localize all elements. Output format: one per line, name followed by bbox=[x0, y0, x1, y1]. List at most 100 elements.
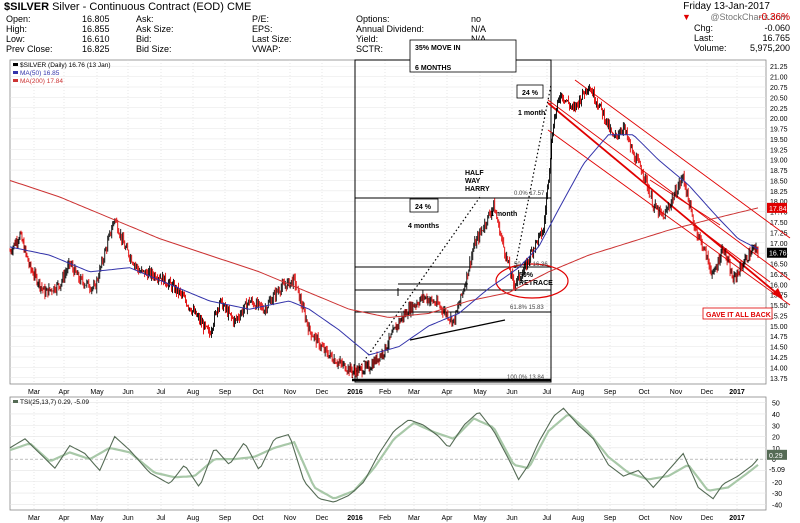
x-tick-label: Oct bbox=[639, 515, 650, 522]
legend-label: TSI(25,13,7) 0.29, -5.09 bbox=[20, 399, 89, 406]
quote-value: 16.855 bbox=[82, 24, 110, 34]
x-tick-label: 2017 bbox=[729, 389, 745, 396]
x-tick-label: Nov bbox=[670, 389, 683, 396]
quote-label: P/E: bbox=[252, 14, 270, 24]
y-tick-label: 30 bbox=[772, 423, 780, 430]
change-pct: -0.36% bbox=[758, 12, 790, 23]
y-tick-label: 40 bbox=[772, 412, 780, 419]
y-tick-label: 19.50 bbox=[770, 137, 788, 144]
main-panel: Mar Apr May Jun Jul Aug Sep Oct Nov Dec 2016 Feb Mar… bbox=[9, 39, 791, 396]
y-tick-label: -40 bbox=[772, 502, 782, 509]
tsi-panel: Mar Apr May Jun Jul Aug Sep Oct Nov Dec 2016 Feb Mar… bbox=[9, 396, 787, 522]
y-tick-label: -30 bbox=[772, 491, 782, 498]
x-tick-label: Apr bbox=[59, 515, 71, 522]
quote-value: 5,975,200 bbox=[749, 43, 790, 53]
x-tick-label: Aug bbox=[187, 389, 200, 396]
x-tick-label: Nov bbox=[284, 389, 297, 396]
x-tick-label: Dec bbox=[701, 515, 714, 522]
y-tick-label: -20 bbox=[772, 480, 782, 487]
move-box-label-text: 35% MOVE IN bbox=[415, 45, 461, 52]
y-tick-label: 16.50 bbox=[770, 262, 788, 269]
quote-panel: Open: 16.805 High: 16.855 Low: 16.610 Prev Clo… bbox=[6, 14, 646, 62]
fib-label: 61.8% 15.83 bbox=[510, 305, 544, 311]
x-tick-label: Jul bbox=[157, 515, 166, 522]
quote-label: VWAP: bbox=[252, 44, 281, 54]
gave-back-box bbox=[702, 307, 773, 320]
retrace-label: RETRACE bbox=[519, 280, 553, 287]
y-tick-label: 18.25 bbox=[770, 189, 788, 196]
x-tick-label: Mar bbox=[408, 389, 421, 396]
pct-box-left-text: 24 % bbox=[415, 204, 432, 211]
quote-value: 16.825 bbox=[82, 44, 110, 54]
x-tick-label: Aug bbox=[572, 515, 585, 522]
y-tick-label: 14.50 bbox=[770, 345, 788, 352]
gave-back-label: GAVE IT ALL BACK bbox=[706, 312, 771, 319]
quote-label: Low: bbox=[6, 34, 26, 44]
channel-line bbox=[547, 129, 791, 306]
quote-label: Yield: bbox=[356, 34, 379, 44]
y-tick-label: 15.50 bbox=[770, 303, 788, 310]
tsi-signal-tag bbox=[767, 463, 787, 474]
quote-label: EPS: bbox=[252, 24, 273, 34]
channel-line bbox=[574, 79, 791, 239]
quote-label: SCTR: bbox=[356, 44, 383, 54]
y-tick-label: 17.00 bbox=[770, 241, 788, 248]
arrow-head-icon bbox=[772, 288, 783, 299]
x-tick-label: Mar bbox=[408, 515, 421, 522]
x-tick-label: Mar bbox=[28, 515, 41, 522]
y-tick-label: 15.00 bbox=[770, 324, 788, 331]
quote-label: Last: bbox=[694, 33, 714, 43]
x-tick-label: Apr bbox=[59, 389, 71, 396]
x-tick-label: Oct bbox=[253, 389, 264, 396]
legend-swatch bbox=[13, 71, 18, 74]
y-tick-label: 21.25 bbox=[770, 64, 788, 71]
quote-value: -0.060 bbox=[764, 23, 790, 33]
symbol: $SILVER bbox=[4, 1, 50, 13]
x-tick-label: Sep bbox=[604, 515, 617, 522]
y-tick-label: 20 bbox=[772, 435, 780, 442]
four-months-label: 4 months bbox=[408, 223, 439, 230]
x-tick-label: Aug bbox=[572, 389, 585, 396]
x-tick-label: Jul bbox=[543, 389, 552, 396]
x-tick-label: May bbox=[90, 515, 104, 522]
tsi-tag-text: 0.29 bbox=[769, 453, 783, 460]
retrace-ellipse bbox=[495, 263, 569, 299]
x-tick-label: 2016 bbox=[347, 515, 363, 522]
x-tick-label: Mar bbox=[28, 389, 41, 396]
fib-label: 50.0% 16.36 bbox=[514, 262, 548, 268]
x-tick-label: Jul bbox=[157, 389, 166, 396]
ma200-price-tag-text: 17.84 bbox=[769, 206, 787, 213]
chart-title: $SILVER Silver - Continuous Contract (EO… bbox=[4, 1, 251, 13]
x-tick-label: Jun bbox=[506, 515, 517, 522]
x-tick-label: May bbox=[473, 389, 487, 396]
fib-label: 100.0% 13.84 bbox=[507, 375, 545, 381]
quote-label: High: bbox=[6, 24, 28, 34]
quote-label: Open: bbox=[6, 14, 31, 24]
legend-label: MA(200) 17.84 bbox=[20, 78, 63, 85]
ma200-line bbox=[9, 180, 759, 318]
last-price-tag bbox=[767, 247, 787, 258]
chart-date: Friday 13-Jan-2017 bbox=[683, 1, 770, 12]
half-way-label: WAY bbox=[465, 178, 481, 185]
quote-value: N/A bbox=[471, 24, 487, 34]
tsi-signal-tag-text: -5.09 bbox=[769, 467, 785, 474]
legend-swatch bbox=[13, 63, 18, 66]
x-tick-label: Jun bbox=[122, 515, 133, 522]
quote-label: Volume: bbox=[694, 43, 727, 53]
x-tick-label: Aug bbox=[187, 515, 200, 522]
y-tick-label: 19.25 bbox=[770, 147, 788, 154]
half-way-label: HALF bbox=[465, 170, 484, 177]
y-tick-label: 13.75 bbox=[770, 376, 788, 383]
quote-label: Ask Size: bbox=[136, 24, 174, 34]
x-tick-label: 2016 bbox=[347, 389, 363, 396]
y-tick-label: 16.00 bbox=[770, 282, 788, 289]
quote-label: Ask: bbox=[136, 14, 154, 24]
x-tick-label: Dec bbox=[316, 389, 329, 396]
ma50-line bbox=[9, 134, 759, 356]
y-tick-label: 17.25 bbox=[770, 230, 788, 237]
y-tick-label: 19.75 bbox=[770, 127, 788, 134]
dotted-trendline bbox=[351, 196, 481, 379]
legend-swatch bbox=[13, 79, 18, 82]
